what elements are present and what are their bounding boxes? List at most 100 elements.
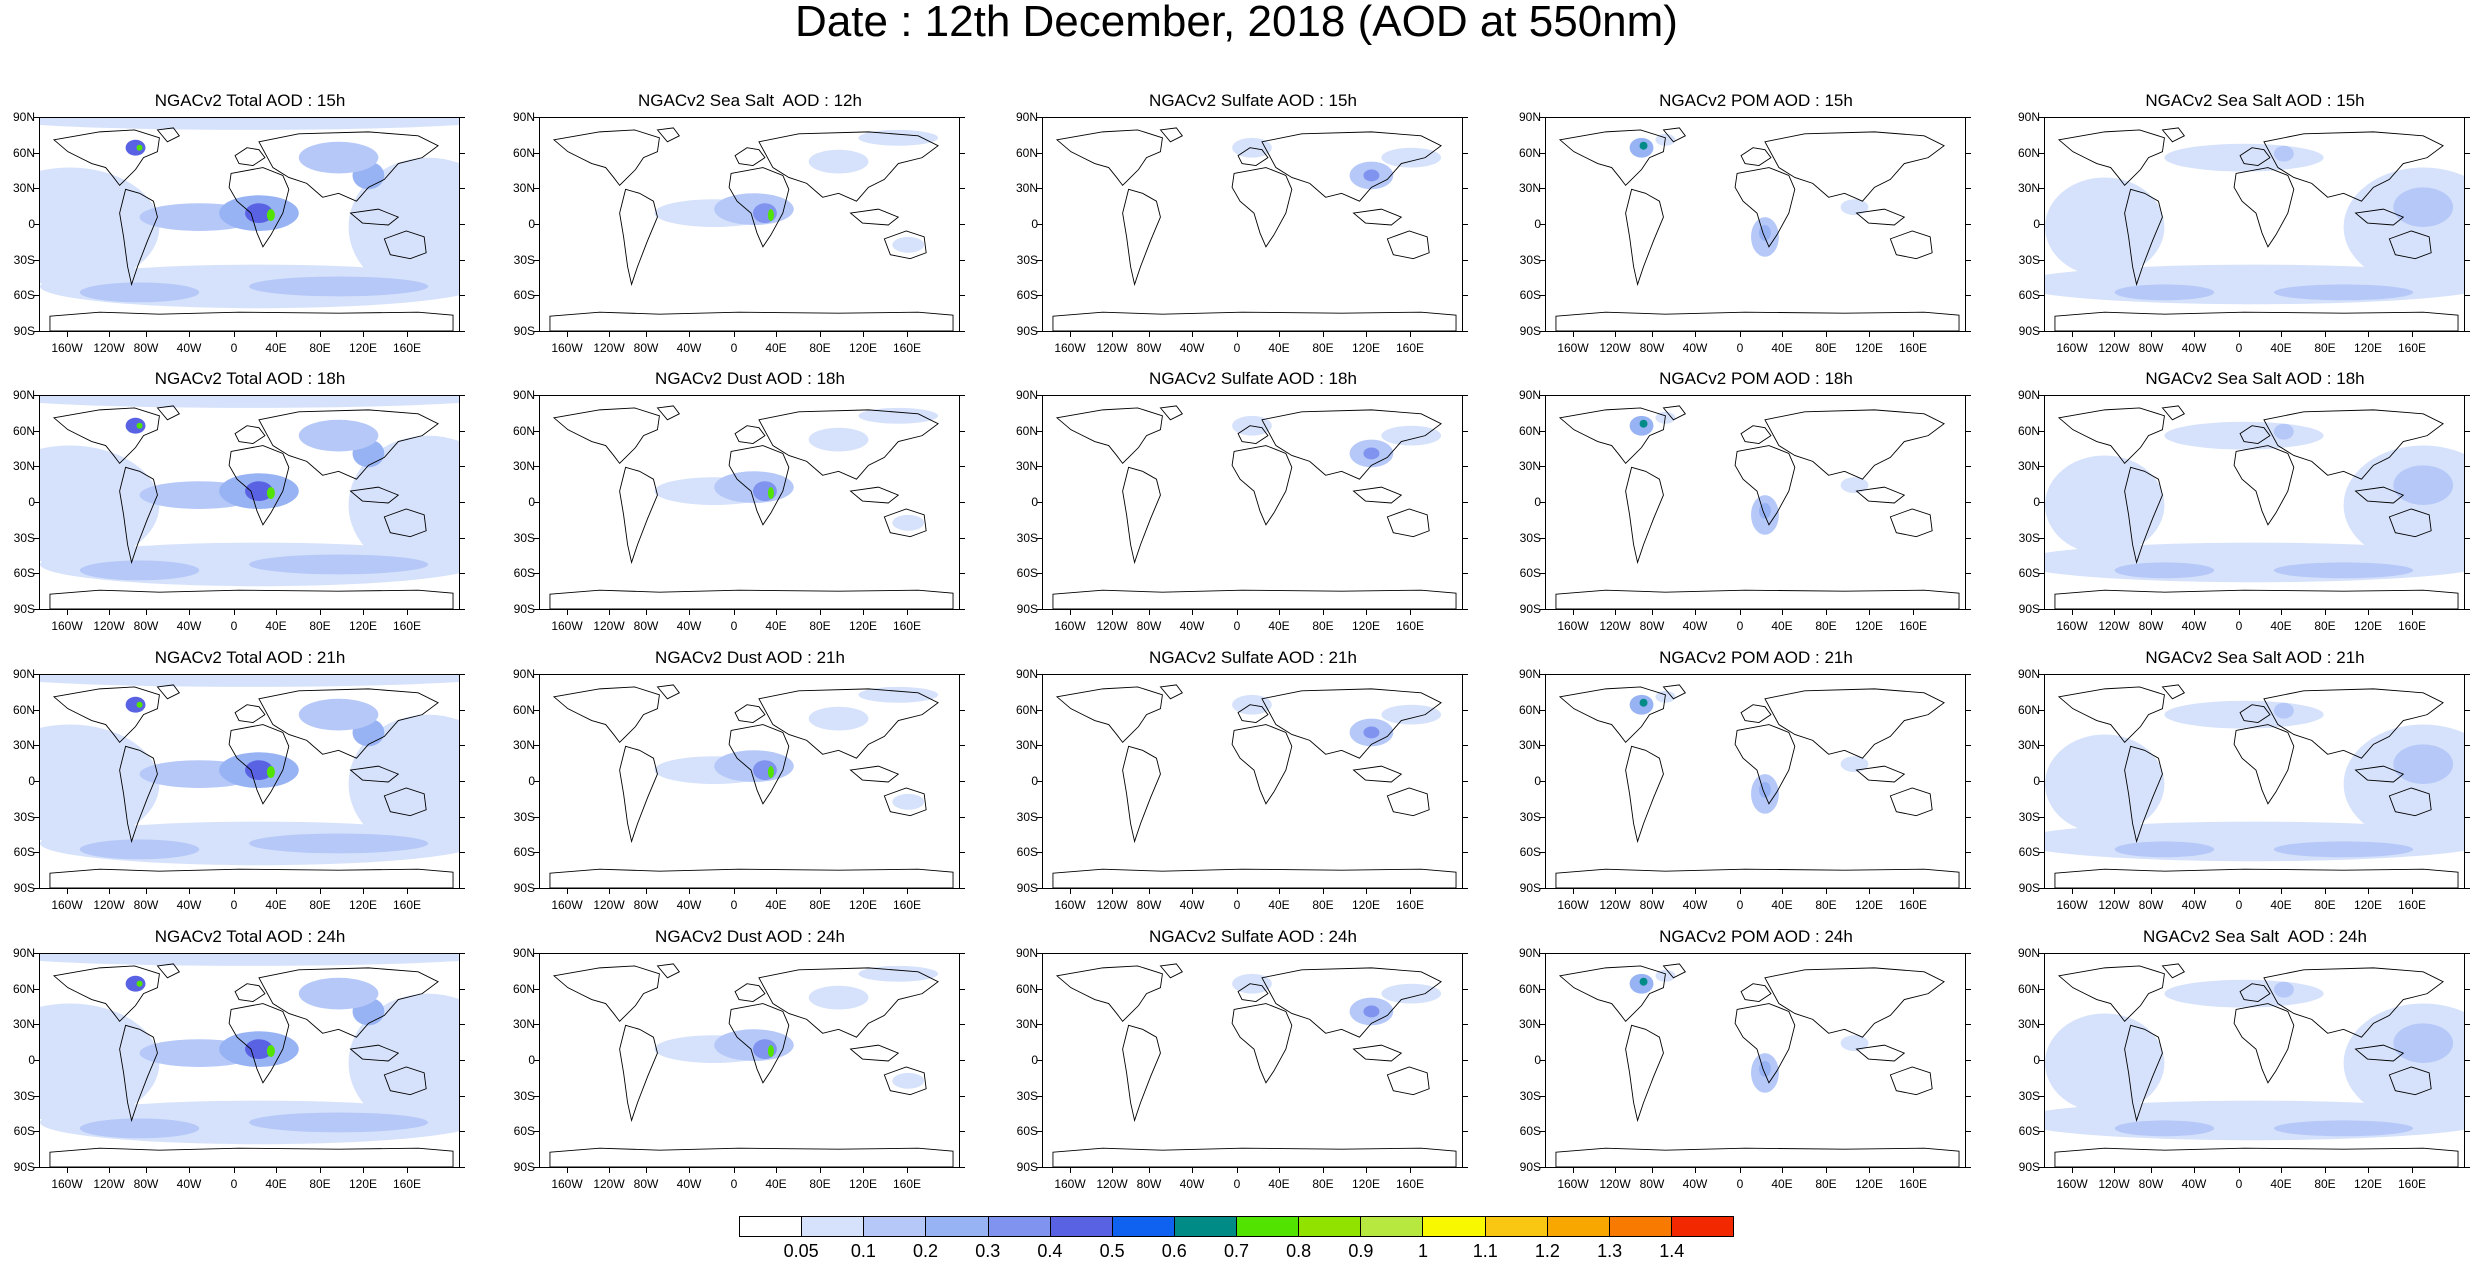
longitude-tick [2368, 610, 2369, 615]
latitude-label: 60S [13, 845, 35, 859]
aod-field-region [2273, 145, 2294, 162]
longitude-label: 160E [2397, 898, 2427, 912]
latitude-tick [1463, 1024, 1468, 1025]
coastline [258, 131, 439, 202]
longitude-tick [2151, 610, 2152, 615]
longitude-tick [407, 1168, 408, 1173]
aod-field-region [1840, 756, 1869, 773]
longitude-tick [1695, 889, 1696, 894]
latitude-label: 90S [1016, 881, 1038, 895]
panel-title: NGACv2 POM AOD : 18h [1659, 369, 1853, 388]
latitude-label: 30S [2018, 1089, 2040, 1103]
latitude-label: 30N [1518, 738, 1541, 752]
longitude-tick [567, 1168, 568, 1173]
latitude-tick [1463, 1060, 1468, 1061]
world-map [539, 117, 960, 332]
latitude-label: 0 [528, 495, 535, 509]
longitude-label: 120W [2098, 619, 2130, 633]
longitude-tick [2412, 889, 2413, 894]
latitude-label: 0 [1031, 217, 1038, 231]
longitude-label: 0 [1736, 898, 1744, 912]
aod-field-region [714, 750, 794, 782]
longitude-label: 160E [892, 341, 922, 355]
latitude-label: 90N [1015, 388, 1038, 402]
longitude-label: 120W [1599, 619, 1631, 633]
latitude-tick [1463, 817, 1468, 818]
longitude-tick [820, 889, 821, 894]
latitude-tick [1540, 745, 1545, 746]
longitude-label: 0 [2235, 898, 2243, 912]
longitude-label: 40W [1682, 898, 1708, 912]
latitude-tick [2465, 888, 2470, 889]
longitude-tick [776, 1168, 777, 1173]
latitude-tick [34, 331, 39, 332]
colorbar-swatch [1671, 1217, 1733, 1236]
latitude-tick [960, 674, 965, 675]
longitude-label: 0 [230, 898, 238, 912]
latitude-label: 0 [2033, 495, 2040, 509]
longitude-label: 160W [1557, 341, 1589, 355]
latitude-label: 30S [2018, 253, 2040, 267]
latitude-tick [1540, 710, 1545, 711]
coastline [1122, 188, 1161, 287]
aod-field-region [2273, 841, 2414, 858]
latitude-tick [1966, 1167, 1971, 1168]
latitude-tick [460, 1131, 465, 1132]
colorbar-swatch [740, 1217, 803, 1236]
latitude-label: 0 [2033, 1053, 2040, 1067]
longitude-tick [234, 610, 235, 615]
longitude-tick [363, 332, 364, 337]
latitude-label: 30N [2017, 1017, 2040, 1031]
coastline [1734, 1003, 1796, 1084]
longitude-label: 120W [1096, 619, 1128, 633]
latitude-tick [534, 674, 539, 675]
longitude-label: 160E [1898, 898, 1928, 912]
longitude-tick [234, 1168, 235, 1173]
longitude-label: 80E [2314, 1177, 2336, 1191]
colorbar-label: 0.1 [850, 1241, 876, 1261]
latitude-tick [1966, 1024, 1971, 1025]
coastline [883, 230, 927, 260]
longitude-tick [646, 332, 647, 337]
longitude-tick [276, 889, 277, 894]
latitude-tick [460, 431, 465, 432]
latitude-tick [960, 395, 965, 396]
colorbar-swatch [1299, 1217, 1362, 1236]
latitude-label: 30S [1519, 531, 1541, 545]
longitude-tick [2072, 332, 2073, 337]
coastline [1558, 686, 1666, 744]
longitude-tick [1192, 610, 1193, 615]
latitude-tick [2465, 295, 2470, 296]
latitude-label: 0 [1031, 774, 1038, 788]
latitude-tick [1540, 331, 1545, 332]
longitude-label: 40E [1771, 1177, 1793, 1191]
latitude-label: 0 [28, 217, 35, 231]
longitude-tick [1410, 332, 1411, 337]
latitude-tick [2465, 609, 2470, 610]
latitude-label: 30N [1015, 459, 1038, 473]
longitude-tick [276, 1168, 277, 1173]
coastline [734, 147, 766, 167]
aod-field-region [136, 422, 143, 429]
longitude-tick [1237, 1168, 1238, 1173]
latitude-label: 60N [1518, 424, 1541, 438]
panel-title: NGACv2 Total AOD : 24h [154, 927, 346, 946]
longitude-label: 40E [765, 619, 787, 633]
latitude-tick [1966, 466, 1971, 467]
latitude-tick [1540, 153, 1545, 154]
latitude-tick [960, 1096, 965, 1097]
latitude-label: 60S [1016, 1124, 1038, 1138]
latitude-tick [34, 745, 39, 746]
longitude-label: 80W [2138, 1177, 2164, 1191]
longitude-label: 80E [2314, 341, 2336, 355]
aod-field-region [808, 706, 869, 731]
latitude-tick [2465, 1024, 2470, 1025]
longitude-label: 80E [809, 341, 831, 355]
latitude-label: 60N [12, 703, 35, 717]
latitude-label: 60N [512, 146, 535, 160]
longitude-tick [1112, 610, 1113, 615]
latitude-label: 60N [2017, 424, 2040, 438]
longitude-tick [2281, 1168, 2282, 1173]
coastline [228, 445, 290, 526]
world-map [39, 395, 460, 610]
